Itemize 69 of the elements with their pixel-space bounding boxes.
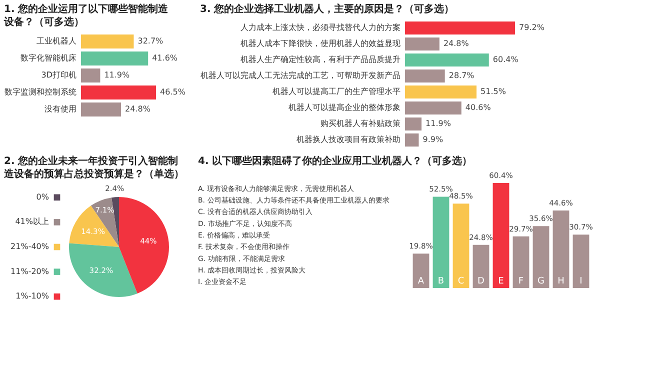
legend-label: 11%-20% bbox=[10, 266, 50, 276]
data-label: 28.7% bbox=[448, 71, 475, 80]
bar bbox=[572, 234, 590, 288]
x-tick-label: E bbox=[498, 276, 504, 286]
y-tick-label: 3D打印机 bbox=[41, 70, 76, 80]
bar bbox=[81, 34, 134, 48]
bar bbox=[405, 21, 515, 35]
x-tick-label: A bbox=[418, 276, 425, 286]
data-label: 24.8% bbox=[125, 104, 151, 114]
bar bbox=[412, 254, 430, 288]
y-tick-label: 没有使用 bbox=[44, 104, 76, 114]
x-tick-label: F bbox=[518, 276, 524, 286]
data-label: 40.6% bbox=[465, 103, 492, 112]
y-tick-label: 购买机器人有补贴政策 bbox=[320, 119, 400, 128]
bar bbox=[81, 68, 100, 82]
bar bbox=[472, 244, 490, 288]
bar bbox=[405, 69, 445, 83]
y-tick-label: 机器人生产确定性较高，有利于产品品质提升 bbox=[240, 55, 400, 64]
pie-slice bbox=[119, 197, 169, 294]
bar bbox=[452, 204, 470, 288]
y-tick-label: 工业机器人 bbox=[36, 36, 76, 46]
data-label: 46.5% bbox=[160, 88, 186, 96]
y-tick-label: 数字化智能机床 bbox=[20, 54, 76, 62]
bar bbox=[552, 210, 570, 288]
data-label: 41.6% bbox=[152, 54, 178, 62]
y-tick-label: 机器人可以提高企业的整体形象 bbox=[288, 103, 400, 112]
bar bbox=[81, 52, 148, 66]
bar bbox=[405, 53, 489, 67]
legend-label: 1%-10% bbox=[16, 292, 50, 301]
bar bbox=[405, 85, 477, 99]
pie-slice bbox=[69, 206, 119, 247]
bar bbox=[432, 196, 450, 288]
data-label: 24.8% bbox=[443, 39, 470, 48]
y-tick-label: 机器人成本下降很快，使用机器人的效益显现 bbox=[240, 39, 400, 48]
legend-label: 0% bbox=[36, 192, 50, 202]
pie-slice bbox=[69, 243, 138, 297]
bar bbox=[492, 183, 510, 288]
data-label: 9.9% bbox=[422, 135, 444, 144]
x-tick-label: I bbox=[580, 276, 582, 286]
data-label: 60.4% bbox=[492, 55, 519, 64]
data-label: 11.9% bbox=[104, 70, 130, 80]
y-tick-label: 人力成本上涨太快，必须寻找替代人力的方案 bbox=[240, 23, 400, 32]
y-tick-label: 机器人可以完成人工无法完成的工艺，可帮助开发新产品 bbox=[200, 71, 400, 80]
legend-label: 41%以上 bbox=[15, 217, 49, 226]
bar bbox=[405, 133, 419, 147]
bar bbox=[81, 86, 156, 100]
data-label: 32.7% bbox=[138, 36, 164, 46]
chart-title: 2. 您的企业未来一年投资于引入智能制造设备的预算占总投资预算是？（单选） bbox=[3, 155, 184, 180]
bar bbox=[512, 236, 530, 288]
y-tick-label: 机器换人技改项目有政策补助 bbox=[296, 135, 400, 144]
data-label: 11.9% bbox=[426, 119, 452, 128]
bar bbox=[81, 102, 121, 116]
x-tick-label: D bbox=[478, 276, 485, 286]
data-label: 79.2% bbox=[519, 23, 545, 32]
x-tick-label: B bbox=[438, 276, 444, 286]
y-tick-label: 数字监测和控制系统 bbox=[4, 88, 76, 96]
bar bbox=[405, 101, 462, 115]
chart-title: 3. 您的企业选择工业机器人，主要的原因是？（可多选） bbox=[200, 3, 454, 15]
chart-title: 4. 以下哪些因素阻碍了你的企业应用工业机器人？（可多选） bbox=[198, 155, 472, 167]
chart-title: 1. 您的企业运用了以下哪些智能制造设备？（可多选） bbox=[3, 3, 170, 28]
y-tick-label: 机器人可以提高工厂的生产管理水平 bbox=[272, 87, 400, 96]
x-tick-label: C bbox=[458, 276, 464, 286]
data-label: 51.5% bbox=[480, 87, 506, 96]
bar bbox=[405, 37, 440, 51]
x-tick-label: G bbox=[538, 276, 545, 286]
legend-label: 21%-40% bbox=[10, 242, 50, 251]
x-tick-label: H bbox=[558, 276, 564, 286]
bar bbox=[405, 117, 422, 131]
bar bbox=[532, 226, 550, 288]
